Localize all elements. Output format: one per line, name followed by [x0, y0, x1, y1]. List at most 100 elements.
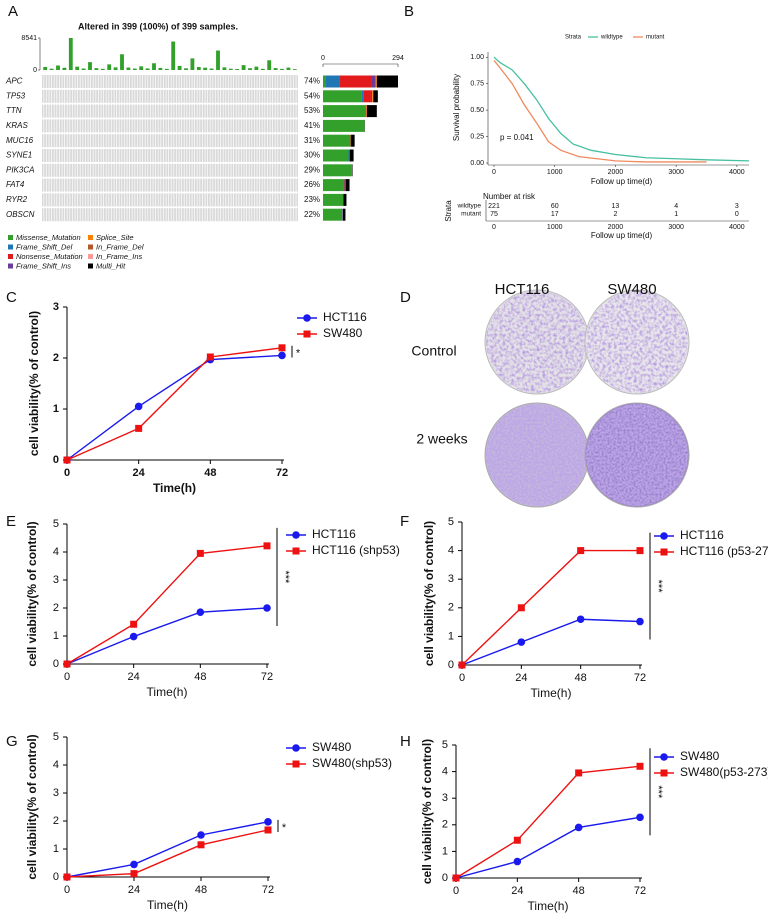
matrix-row [42, 208, 298, 222]
series-line [66, 829, 269, 878]
side-bar [352, 164, 353, 177]
marker [303, 330, 311, 338]
matrix-row [42, 193, 298, 207]
legend-label: Frame_Shift_Ins [16, 261, 71, 270]
legend-swatch [8, 254, 13, 259]
legend-swatch [88, 235, 93, 240]
tmb-bar [241, 65, 246, 70]
risk-count: 3 [735, 203, 739, 210]
colonies [586, 291, 688, 393]
tmb-bar [260, 68, 265, 70]
tmb-bar [81, 68, 86, 70]
side-bar [375, 75, 377, 88]
matrix-row [42, 178, 298, 192]
row-label: 2 weeks [416, 431, 467, 447]
tmb-bar [184, 68, 188, 70]
legend-label: SW480(p53-273) [680, 765, 768, 779]
y-axis-title: cell viability(% of control) [27, 311, 41, 456]
gene-label: RYR2 [6, 195, 28, 204]
side-bar [323, 164, 352, 177]
marker [517, 638, 526, 646]
x-tick-label: 0 [492, 224, 496, 231]
x-tick-label: 48 [204, 467, 216, 479]
marker [263, 542, 271, 550]
y-tick-label: 2 [442, 819, 448, 831]
y-tick-label: 1 [442, 845, 448, 857]
legend-swatch [88, 254, 93, 259]
risk-title: Number at risk [483, 192, 536, 201]
matrix-row [42, 119, 298, 133]
x-tick-label: 72 [634, 672, 646, 684]
y-tick-label: 0 [53, 658, 59, 670]
marker [63, 456, 71, 464]
marker [576, 615, 585, 624]
annotation: * [282, 822, 287, 834]
side-bar [349, 149, 350, 162]
marker [303, 314, 311, 322]
marker [134, 402, 143, 411]
tmb-bar [62, 67, 67, 70]
tmb-bar [43, 66, 48, 70]
percent-label: 31% [304, 136, 320, 145]
legend-label: Nonsense_Mutation [16, 252, 83, 261]
x-tick-label: 3000 [668, 224, 684, 231]
tmb-bar [145, 68, 150, 70]
risk-count: 1 [674, 211, 678, 218]
marker [513, 836, 521, 844]
tmb-bar [100, 68, 105, 70]
percent-label: 23% [304, 195, 320, 204]
risk-count: 4 [674, 203, 678, 210]
y-tick-label: 4 [53, 546, 59, 558]
tmb-bar [56, 65, 60, 70]
tmb-bar [49, 68, 54, 70]
column-label: SW480 [607, 281, 656, 298]
side-bar [366, 105, 377, 118]
legend-swatch [8, 263, 13, 269]
side-bar [344, 179, 346, 192]
y-axis-title: cell viability(% of control) [422, 521, 436, 666]
tmb-bar [113, 67, 118, 70]
side-bar [361, 90, 364, 103]
marker [63, 660, 71, 668]
y-tick-label: 1 [53, 403, 59, 415]
side-bar [373, 90, 378, 103]
side-bar [363, 90, 371, 103]
marker [660, 769, 668, 777]
y-axis-title: cell viability(% of control) [420, 739, 434, 884]
y-tick-label: 0.00 [470, 160, 484, 167]
tmb-bar [139, 66, 144, 70]
tmb-bar [292, 69, 297, 70]
marker [130, 860, 138, 869]
legend-label: Multi_Hit [96, 261, 126, 270]
marker [636, 813, 644, 822]
legend-label: HCT116 (shp53) [312, 543, 400, 557]
side-bar [323, 179, 344, 192]
side-bar [323, 119, 365, 132]
legend-label: SW480(shp53) [312, 756, 392, 770]
x-tick-label: 3000 [668, 169, 684, 176]
side-bar [342, 208, 346, 221]
y-tick-label: 1 [53, 843, 59, 855]
tmb-bar [94, 68, 99, 70]
side-bar [323, 149, 349, 162]
marker [636, 762, 644, 770]
row-label: Control [411, 343, 456, 359]
tmb-bar [88, 62, 92, 70]
legend-label: HCT116 [323, 310, 367, 324]
marker [264, 826, 272, 834]
side-bar [339, 75, 372, 88]
side-bar [349, 149, 354, 162]
tmb-bar [286, 67, 291, 70]
y-tick-label: 2 [53, 602, 59, 614]
x-tick-label: 48 [573, 885, 585, 897]
tmb-bar [228, 68, 233, 70]
x-tick-label: 24 [515, 672, 527, 684]
x-tick-label: 0 [459, 672, 465, 684]
legend-label: In_Frame_Del [96, 242, 144, 251]
legend-swatch [8, 244, 13, 250]
tmb-bar [68, 38, 73, 70]
x-tick-label: 0 [64, 884, 70, 896]
x-tick-label: 294 [392, 55, 404, 62]
percent-label: 53% [304, 106, 320, 115]
